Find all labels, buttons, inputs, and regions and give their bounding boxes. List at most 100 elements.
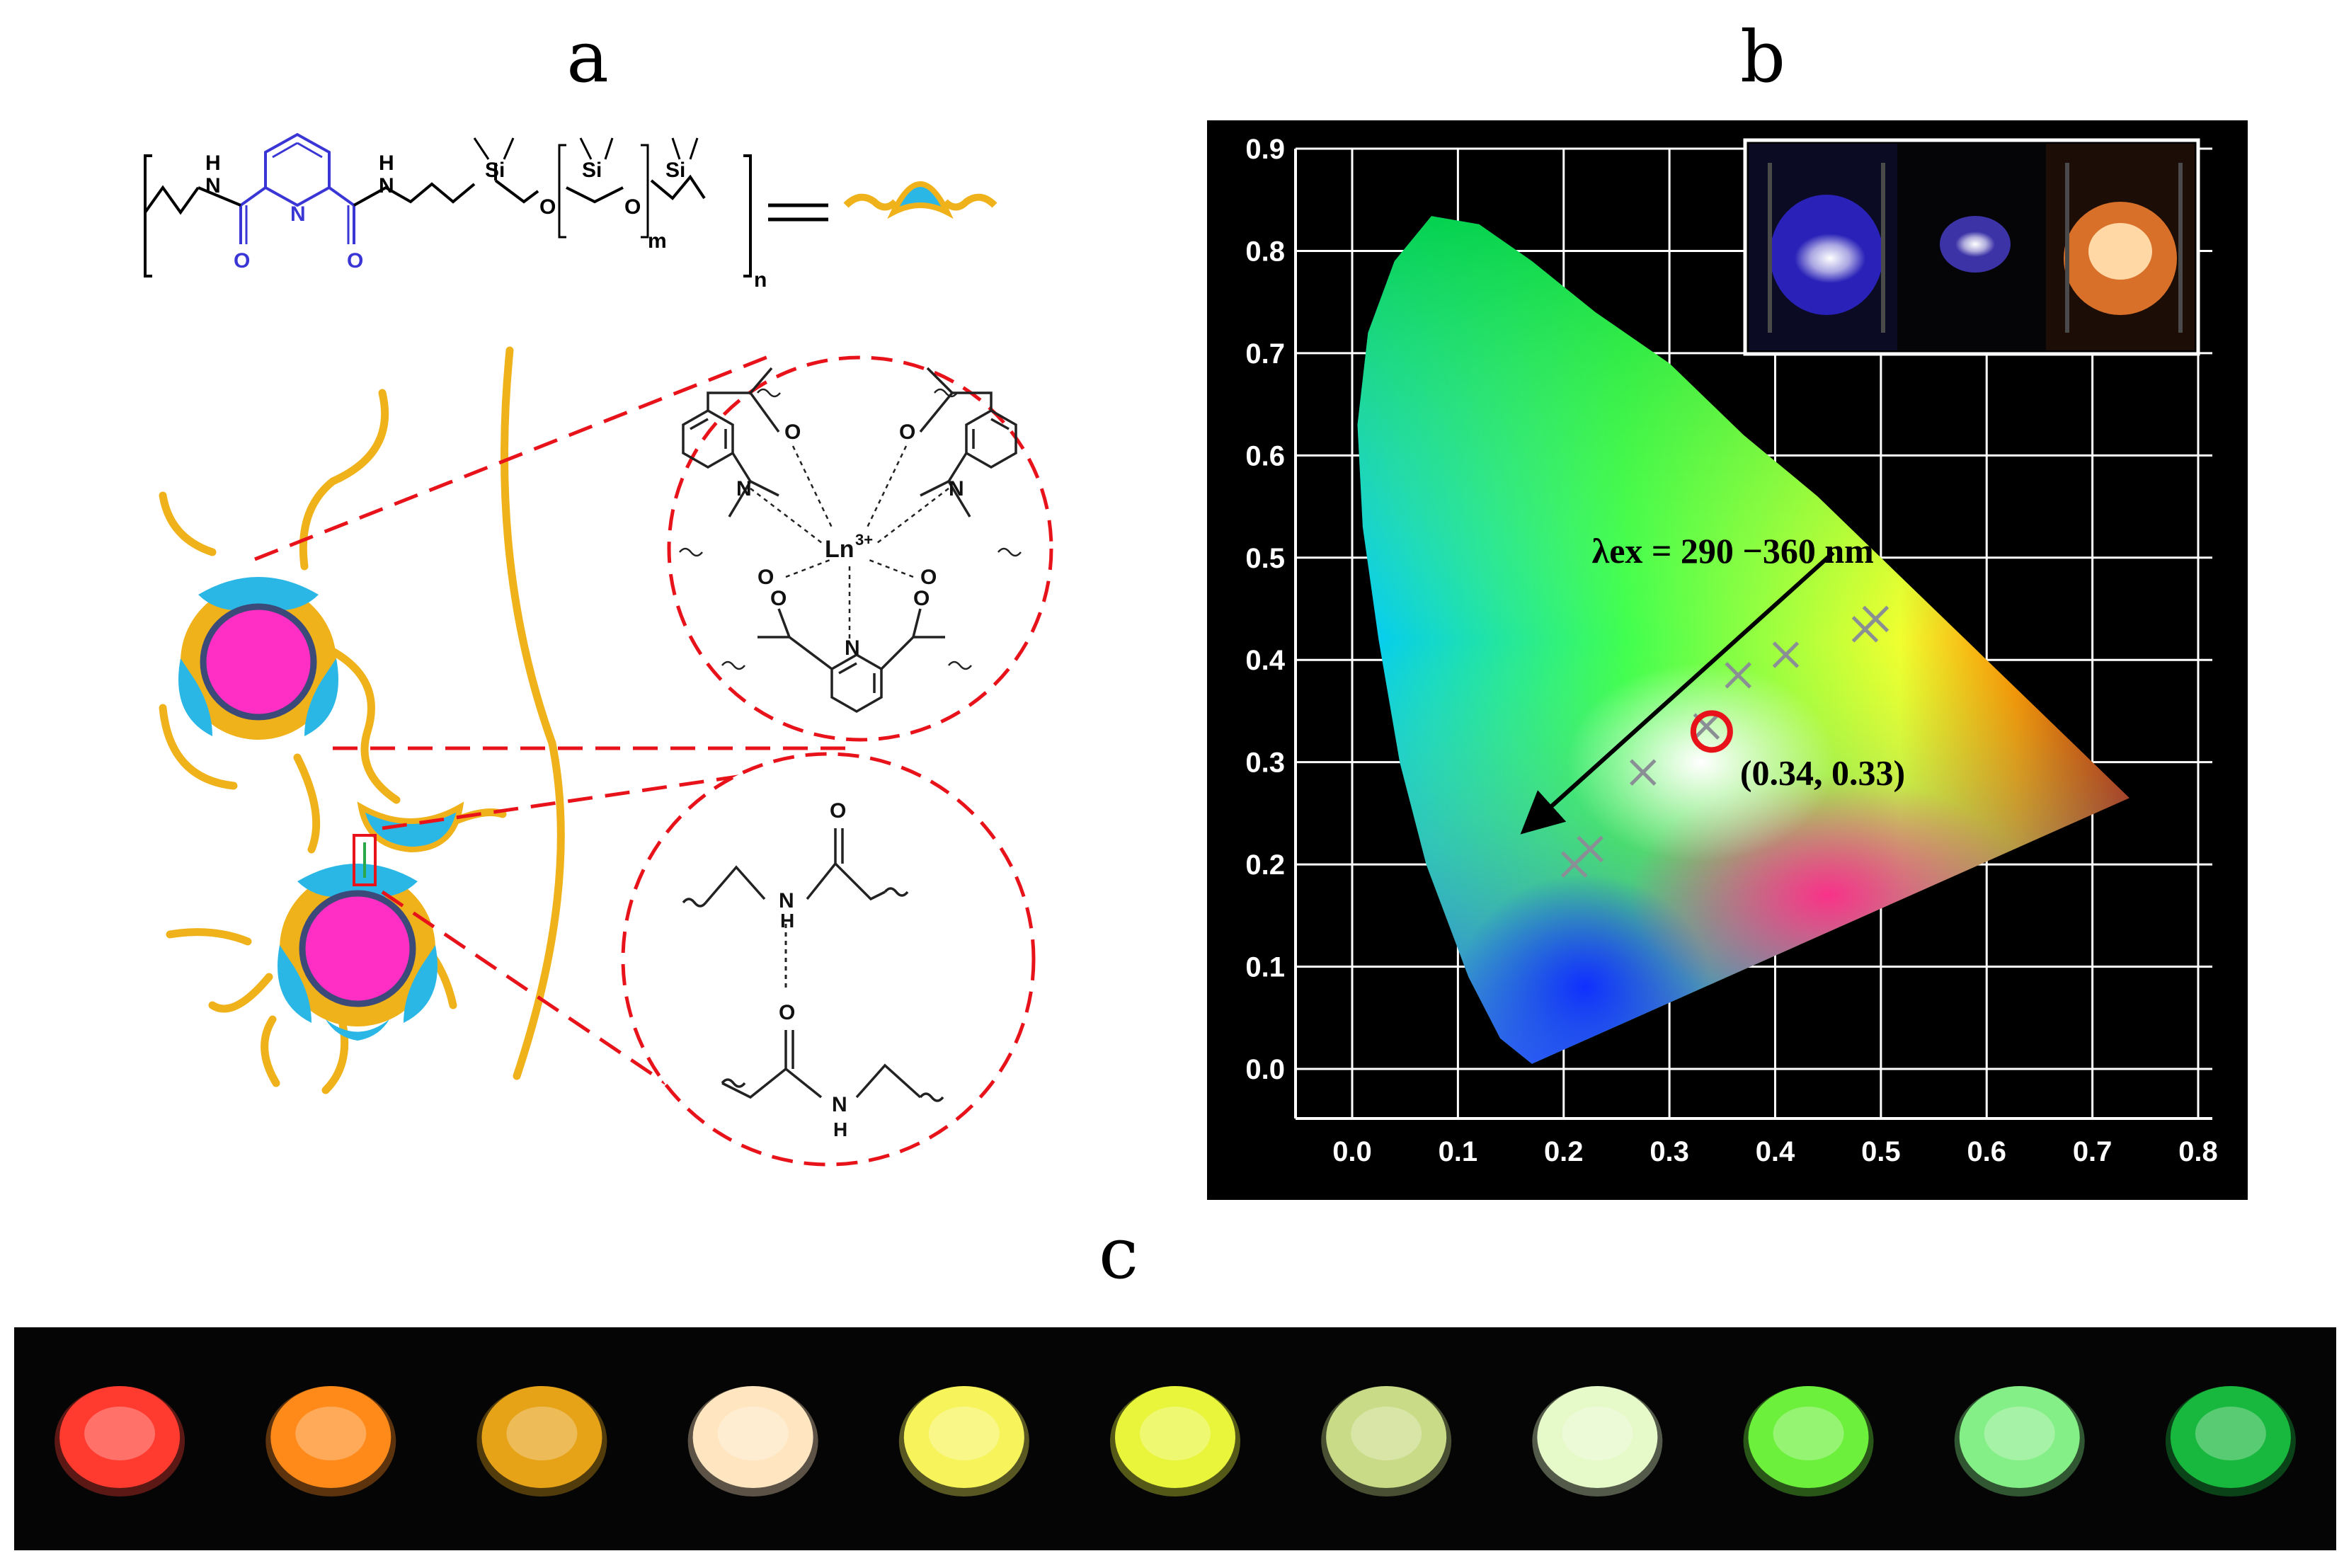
sample-disc [687,1386,818,1497]
sample-strip [14,1327,2336,1550]
y-tick-label: 0.3 [1245,748,1285,779]
atom-n1: N [205,174,221,198]
atom-si3: Si [665,159,685,182]
atom-o-bottom-right: O [913,587,930,610]
sample-disc [1954,1386,2085,1497]
y-tick-label: 0.2 [1245,849,1285,881]
polymer-bracket-right [743,154,752,277]
network-backbone [501,346,565,1080]
polymer-bracket-left [144,154,152,277]
panel-c-label: c [1099,1212,1138,1295]
x-tick-label: 0.4 [1756,1136,1795,1167]
ligand-symbol [843,181,997,219]
data-point [1772,641,1800,668]
polymer-chain-mid [353,182,476,207]
atom-h-top: H [780,910,794,932]
sample-discs [55,1386,2296,1497]
y-tick-label: 0.7 [1245,338,1285,370]
hbond-atom-labels: O N H O N H [779,799,847,1140]
data-point [1862,605,1890,633]
atom-o-bottom: O [779,1001,795,1024]
pyridine-ring [239,132,355,244]
polymer-atom-labels: H N N O O N H Si O Si O Si m n [205,151,767,292]
atom-o-mid-left: O [757,566,774,589]
sample-disc [476,1386,607,1497]
polymer-chain-left [144,185,200,215]
y-tick-label: 0.9 [1245,134,1285,165]
excitation-label: λex = 290 −360 nm [1592,531,1874,571]
cie-chart: 0.0 0.1 0.2 0.3 0.4 0.5 0.6 0.7 0.8 0.0 0.1 0.2 0.3 0… [1207,120,2248,1200]
x-tick-label: 0.1 [1439,1136,1478,1167]
data-point [1630,759,1657,786]
sample-disc [2165,1386,2296,1497]
sample-disc [265,1386,396,1497]
x-tick-label: 0.5 [1861,1136,1901,1167]
sample-disc [1110,1386,1240,1497]
atom-ln-charge: 3+ [855,531,873,549]
atom-h-bottom: H [833,1118,847,1140]
data-point [1577,835,1603,863]
y-tick-label: 0.5 [1245,543,1285,574]
sample-disc [1743,1386,1874,1497]
atom-n-left: N [736,477,752,500]
atom-o-mid-right: O [920,566,937,589]
atom-o2: O [347,249,363,273]
sample-disc [55,1386,185,1497]
siloxane-bracket-right [641,144,649,239]
atom-nh-bottom: N [832,1093,847,1116]
hbond-zoom-circle [621,752,1036,1167]
subscript-m: m [648,229,667,253]
atom-h2: H [379,151,394,175]
atom-si1: Si [485,159,505,182]
atom-n2: N [379,174,394,198]
atom-o1: O [234,249,250,273]
atom-n-right: N [949,477,964,500]
subscript-n: n [754,268,767,292]
x-tick-label: 0.7 [2073,1136,2113,1167]
metal-center-1 [178,577,338,740]
x-tick-label: 0.0 [1332,1136,1372,1167]
atom-n-pyridine: N [290,202,306,226]
zoom-lines [254,353,857,1085]
coordination-zoom-circle [667,355,1053,742]
coordination-complex [679,367,1022,714]
atom-ln: Ln [825,536,854,563]
atom-o-top: O [830,799,846,823]
atom-o4: O [624,195,641,219]
atom-h1: H [205,151,221,175]
polymer-network [159,346,565,1094]
inset-photo [1743,138,2200,356]
x-tick-label: 0.3 [1650,1136,1689,1167]
metal-center-2 [278,864,438,1041]
data-point [1725,662,1751,689]
zoom-circles [621,355,1053,1167]
y-tick-label: 0.1 [1245,952,1285,983]
siloxane-bracket-left [558,144,566,239]
atom-o3: O [539,195,556,219]
x-tick-label: 0.2 [1544,1136,1584,1167]
gamut-white-point [1566,663,1836,862]
y-tick-label: 0.0 [1245,1054,1285,1085]
polymer-structure [144,132,828,277]
sample-disc [1321,1386,1452,1497]
y-tick-label: 0.6 [1245,440,1285,471]
complex-atom-labels: Ln 3+ N N N O O O O O O [736,420,964,660]
sample-disc [1532,1386,1663,1497]
sample-disc [898,1386,1029,1497]
y-tick-label: 0.4 [1245,645,1285,676]
highlight-label: (0.34, 0.33) [1740,752,1905,792]
equals-sign [768,203,828,222]
chart-tick-labels: 0.0 0.1 0.2 0.3 0.4 0.5 0.6 0.7 0.8 0.0 0.1 0.2 0.3 0… [1245,134,2217,1167]
y-tick-label: 0.8 [1245,236,1285,267]
atom-o-bottom-left: O [770,587,787,610]
hbond-detail [682,828,944,1102]
excitation-arrow [1520,551,1835,835]
atom-o-top-right: O [899,420,915,444]
x-tick-label: 0.6 [1967,1136,2006,1167]
crescents [357,332,464,853]
highlight-circle [1690,710,1733,753]
atom-o-top-left: O [784,420,801,444]
chart-points [1560,605,1890,878]
